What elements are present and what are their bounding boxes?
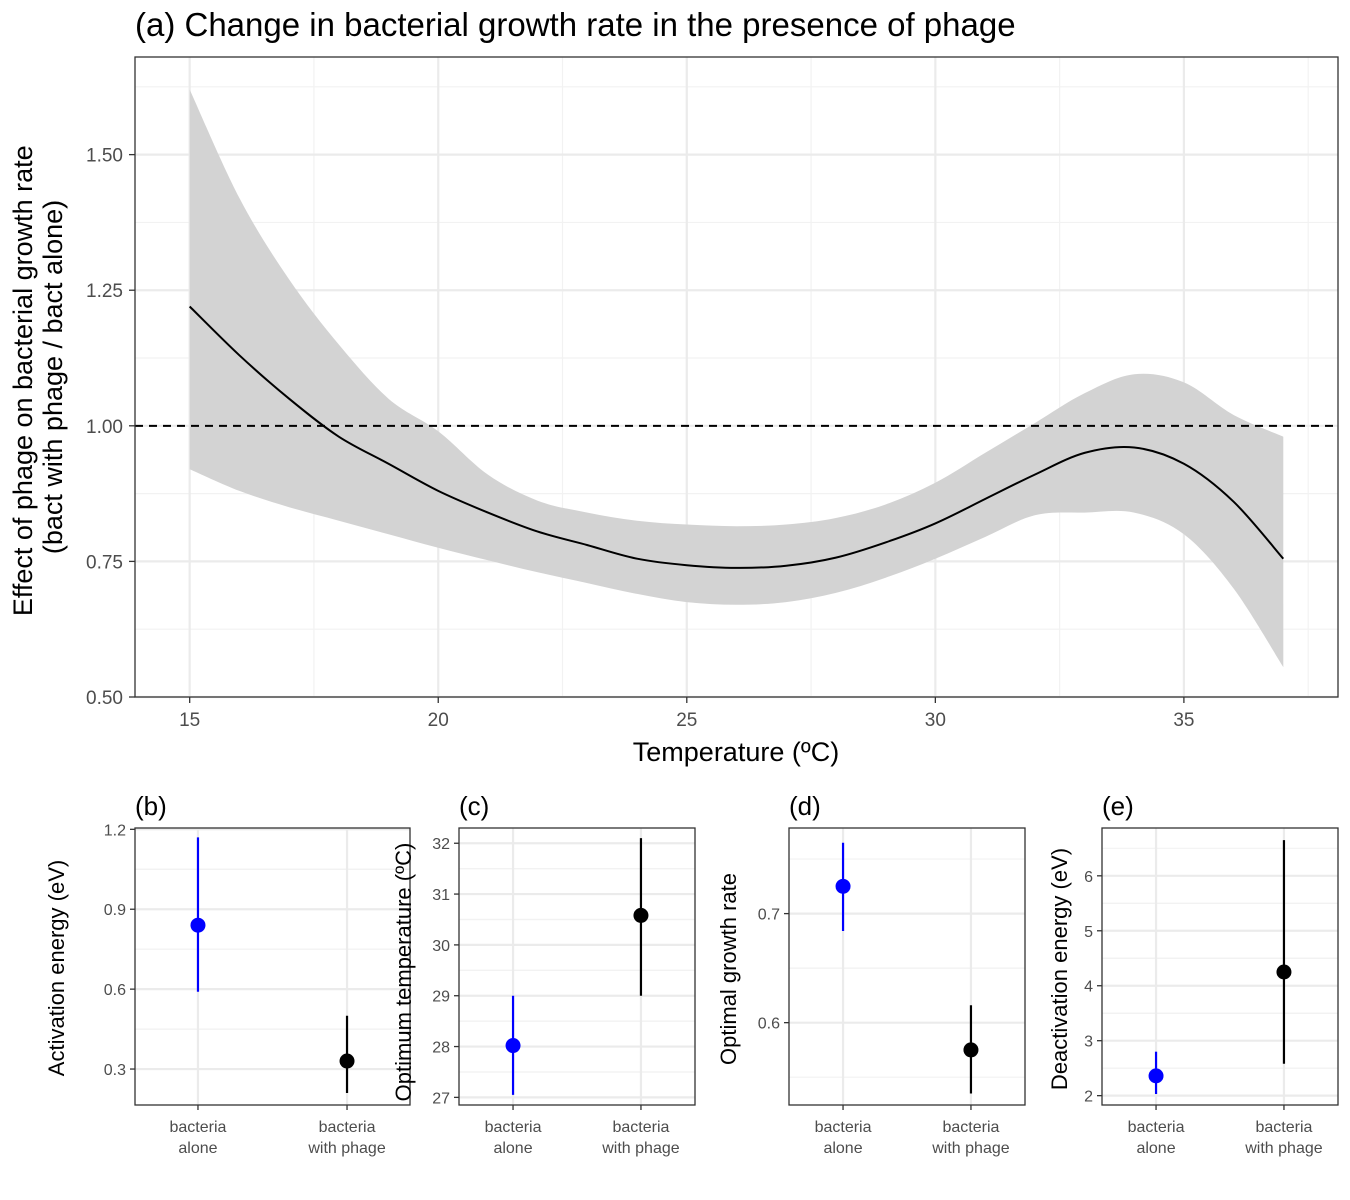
panel-e-y-axis-title: Deactivation energy (eV) <box>1047 848 1072 1090</box>
x-tick-label-line: bacteria <box>485 1119 542 1136</box>
x-tick-label: bacteria with phage <box>601 1119 679 1157</box>
plot-background <box>789 828 1025 1105</box>
panel-b-y-axis-title: Activation energy (eV) <box>44 860 69 1076</box>
y-tick-label: 0.3 <box>104 1062 126 1079</box>
data-point <box>963 1042 979 1058</box>
data-point <box>633 907 649 923</box>
y-tick-label: 1.2 <box>104 822 126 839</box>
data-point <box>339 1053 355 1069</box>
panel-border <box>788 827 1026 1106</box>
x-tick-label: bacteria with phage <box>1244 1119 1322 1157</box>
data-point <box>1148 1068 1164 1084</box>
plot-background <box>1102 828 1338 1105</box>
y-tick-label: 1.50 <box>86 146 123 167</box>
data-point <box>505 1038 521 1054</box>
y-tick-label: 6 <box>1084 869 1093 886</box>
x-tick-label: bacteria with phage <box>931 1119 1009 1157</box>
data-point <box>835 878 851 894</box>
x-tick-label-line: with phage <box>931 1140 1009 1157</box>
y-tick-label: 0.6 <box>104 982 126 999</box>
y-axis-title-line-1: Effect of phage on bacterial growth rate <box>8 145 38 616</box>
x-tick-label: bacteria alone <box>815 1119 872 1157</box>
panel-a-title: (a) Change in bacterial growth rate in t… <box>135 6 1016 43</box>
plot-background <box>135 828 410 1105</box>
x-tick-label: bacteria alone <box>485 1119 542 1157</box>
y-tick-label: 4 <box>1084 979 1093 996</box>
fitted-curve <box>188 305 1285 569</box>
y-tick-label: 0.6 <box>758 1016 780 1033</box>
x-tick-label: 35 <box>1173 710 1194 731</box>
data-point <box>1276 964 1292 980</box>
y-tick-label: 31 <box>432 887 450 904</box>
panel-border <box>458 827 696 1106</box>
panel-c-plot: 27 28 29 30 31 32 bacteria alone bacteria with ph… <box>432 827 696 1157</box>
y-tick-label: 1.00 <box>86 417 123 438</box>
y-tick-label: 0.50 <box>86 688 123 709</box>
y-tick-label: 30 <box>432 938 450 955</box>
y-tick-label: 27 <box>432 1090 450 1107</box>
panel-c-y-axis-title: Optimum temperature (ºC) <box>391 843 416 1102</box>
x-tick-label-line: with phage <box>1244 1140 1322 1157</box>
y-axis-title: Effect of phage on bacterial growth rate… <box>8 138 68 616</box>
panel-e-title: (e) <box>1102 791 1134 821</box>
x-tick-label-line: alone <box>823 1140 862 1157</box>
y-tick-label: 2 <box>1084 1089 1093 1106</box>
panel-a-ticks: 15 20 25 30 35 0.50 0.75 1.00 1.25 1.50 <box>86 146 1194 731</box>
y-axis-title-line-2: (bact with phage / bact alone) <box>38 200 68 554</box>
x-tick-label-line: bacteria <box>942 1119 999 1136</box>
panel-d-plot: 0.6 0.7 bacteria alone bacteria with phage <box>758 827 1026 1157</box>
x-tick-label: 30 <box>925 710 946 731</box>
x-tick-label-line: with phage <box>601 1140 679 1157</box>
panel-border <box>134 827 411 1106</box>
x-tick-label-line: bacteria <box>1255 1119 1312 1136</box>
panel-b-title: (b) <box>135 791 167 821</box>
panel-b-plot: 0.3 0.6 0.9 1.2 bacteria alone bacteria with ph… <box>104 822 411 1157</box>
panel-d: 0.6 0.7 bacteria alone bacteria with phage (d… <box>716 791 1026 1157</box>
x-tick-label-line: bacteria <box>319 1119 376 1136</box>
panel-e-plot: 2 3 4 5 6 bacteria alone bacteria with phage <box>1084 827 1339 1157</box>
x-tick-label-line: bacteria <box>815 1119 872 1136</box>
panel-a-border <box>134 56 1339 698</box>
plot-background <box>459 828 695 1105</box>
y-tick-label: 0.7 <box>758 907 780 924</box>
panel-border <box>1101 827 1339 1106</box>
x-tick-label-line: bacteria <box>612 1119 669 1136</box>
x-tick-label-line: with phage <box>307 1140 385 1157</box>
y-tick-label: 3 <box>1084 1034 1093 1051</box>
y-tick-label: 32 <box>432 836 450 853</box>
panel-a: (a) Change in bacterial growth rate in t… <box>8 6 1339 767</box>
y-tick-label: 0.9 <box>104 902 126 919</box>
panel-c-title: (c) <box>459 791 489 821</box>
x-tick-label: bacteria with phage <box>307 1119 385 1157</box>
x-tick-label-line: alone <box>493 1140 532 1157</box>
x-tick-label: bacteria alone <box>170 1119 227 1157</box>
panel-d-y-axis-title: Optimal growth rate <box>716 873 741 1065</box>
panel-e: 2 3 4 5 6 bacteria alone bacteria with phage (e)… <box>1047 791 1339 1157</box>
y-tick-label: 0.75 <box>86 552 123 573</box>
x-tick-label: 25 <box>676 710 697 731</box>
panel-b: 0.3 0.6 0.9 1.2 bacteria alone bacteria with ph… <box>44 791 411 1157</box>
y-tick-label: 5 <box>1084 924 1093 941</box>
x-tick-label: 20 <box>428 710 449 731</box>
confidence-ribbon <box>189 89 1284 668</box>
panel-c: 27 28 29 30 31 32 bacteria alone bacteria with ph… <box>391 791 696 1157</box>
y-tick-label: 1.25 <box>86 281 123 302</box>
data-point <box>190 917 206 933</box>
panel-d-title: (d) <box>789 791 821 821</box>
y-tick-label: 28 <box>432 1040 450 1057</box>
x-tick-label-line: bacteria <box>170 1119 227 1136</box>
y-tick-label: 29 <box>432 989 450 1006</box>
x-tick-label-line: bacteria <box>1128 1119 1185 1136</box>
x-tick-label: bacteria alone <box>1128 1119 1185 1157</box>
x-tick-label-line: alone <box>178 1140 217 1157</box>
x-tick-label: 15 <box>179 710 200 731</box>
x-axis-title: Temperature (ºC) <box>633 737 839 767</box>
x-tick-label-line: alone <box>1136 1140 1175 1157</box>
